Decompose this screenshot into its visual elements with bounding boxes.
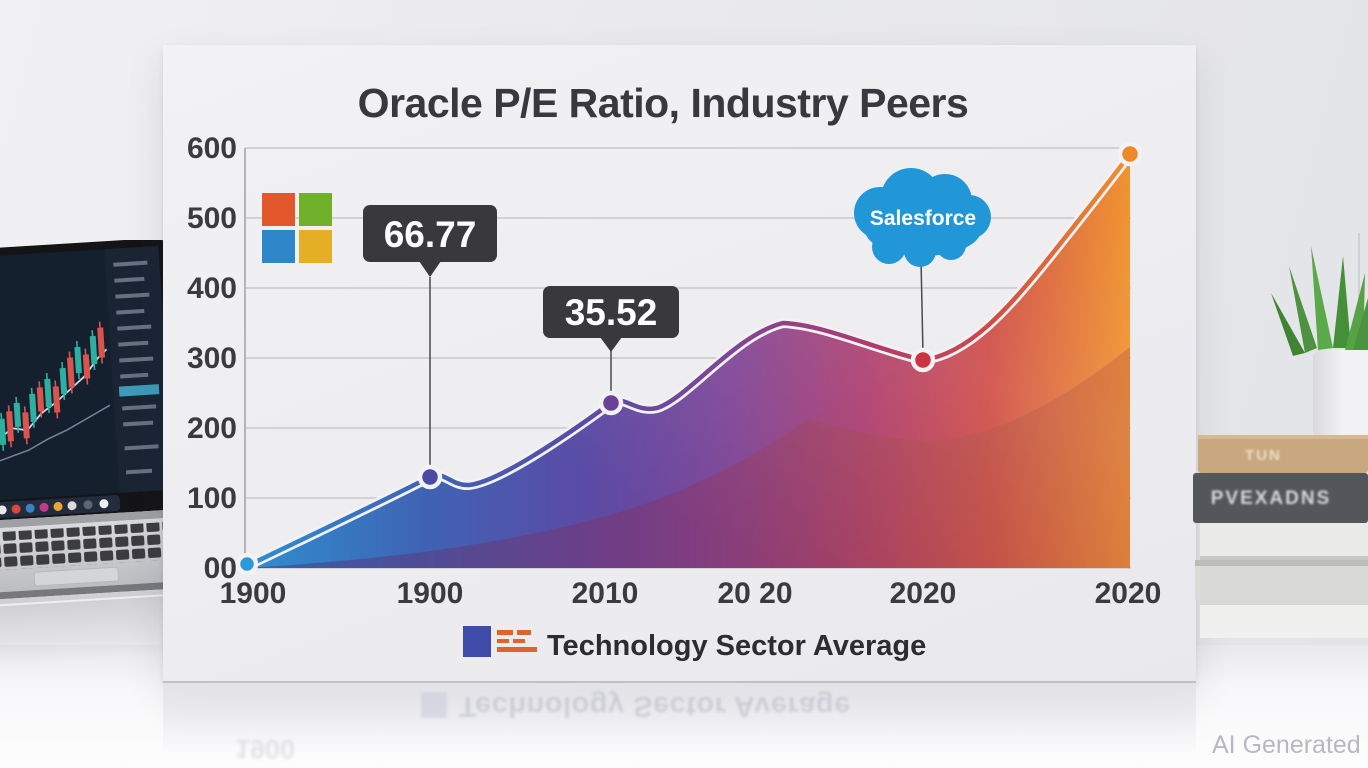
salesforce-connector xyxy=(920,258,924,355)
reflected-legend-swatch xyxy=(421,692,447,719)
plant xyxy=(1271,246,1368,438)
laptop-dock xyxy=(0,495,121,520)
laptop-screen xyxy=(0,240,182,522)
callout-1: 66.77 xyxy=(363,205,497,277)
laptop-candlestick-chart xyxy=(0,245,174,493)
book-dark xyxy=(1193,473,1368,523)
y-tick: 600 xyxy=(187,132,237,165)
salesforce-label: Salesforce xyxy=(870,207,976,230)
marker-start xyxy=(235,552,259,576)
y-tick: 200 xyxy=(187,412,237,445)
laptop xyxy=(0,240,183,669)
book-spine-text-2: PVEXADNS xyxy=(1211,488,1332,509)
chart-title: Oracle P/E Ratio, Industry Peers xyxy=(358,80,969,126)
legend-swatch xyxy=(463,626,491,657)
reflected-legend: Technology Sector Average xyxy=(421,689,851,722)
y-axis: 600 500 400 300 200 100 00 xyxy=(187,132,237,585)
book-white-2 xyxy=(1195,560,1368,600)
callout-2: 35.52 xyxy=(543,286,679,352)
legend-label: Technology Sector Average xyxy=(547,630,926,662)
x-tick: 20 20 xyxy=(717,577,792,610)
reflected-axis-text: 1900 xyxy=(235,734,296,764)
y-tick: 300 xyxy=(187,342,237,375)
y-tick: 500 xyxy=(187,202,237,235)
x-tick: 2020 xyxy=(1095,577,1162,610)
y-tick: 100 xyxy=(187,482,237,515)
chart-card: Oracle P/E Ratio, Industry Peers 600 500… xyxy=(163,45,1196,683)
x-tick: 2020 xyxy=(890,577,957,610)
laptop-trackpad xyxy=(33,566,120,587)
card-bottom-edge xyxy=(163,681,1196,683)
reflected-legend-text: Technology Sector Average xyxy=(459,690,851,722)
legend: Technology Sector Average xyxy=(463,626,926,662)
marker-66-77 xyxy=(417,464,443,490)
laptop-reflection xyxy=(0,594,183,669)
legend-dashes-icon xyxy=(497,630,537,652)
y-tick: 400 xyxy=(187,272,237,305)
data-markers xyxy=(235,141,1143,576)
laptop-keyboard xyxy=(0,508,183,607)
book-white-1 xyxy=(1200,523,1368,560)
marker-end xyxy=(1117,141,1143,167)
x-tick: 1900 xyxy=(220,577,287,610)
book-tan xyxy=(1198,435,1368,473)
book-white-3 xyxy=(1200,600,1368,638)
card-reflection: Technology Sector Average 1900 xyxy=(163,683,1196,768)
x-tick: 1900 xyxy=(397,577,464,610)
x-tick: 2010 xyxy=(572,577,639,610)
books-and-plant: TUN PVEXADNS xyxy=(1193,246,1368,638)
x-axis: 1900 1900 2010 20 20 2020 2020 xyxy=(220,577,1162,610)
y-tick: 00 xyxy=(204,552,237,585)
marker-salesforce xyxy=(910,347,936,373)
microsoft-logo-icon xyxy=(262,193,332,263)
marker-35-52 xyxy=(598,390,624,416)
salesforce-logo-icon: Salesforce xyxy=(854,168,991,267)
book-stack: TUN PVEXADNS xyxy=(1193,435,1368,638)
callout-1-value: 66.77 xyxy=(384,214,477,255)
callout-2-value: 35.52 xyxy=(565,292,658,333)
ai-generated-watermark: AI Generated xyxy=(1212,731,1361,759)
book-spine-text-1: TUN xyxy=(1245,447,1282,464)
